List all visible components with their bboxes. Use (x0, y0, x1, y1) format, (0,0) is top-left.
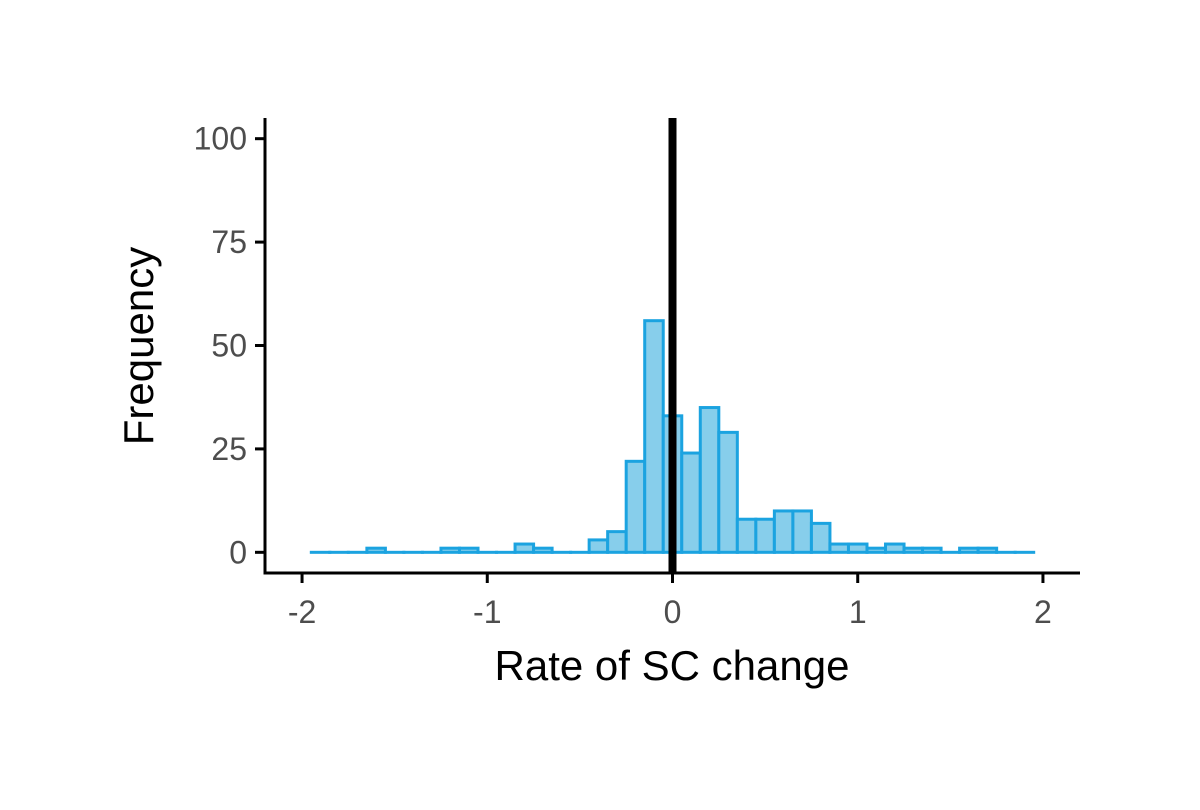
histogram-bar (643, 319, 665, 554)
x-axis-title: Rate of SC change (495, 642, 850, 689)
histogram-bar (513, 542, 536, 554)
histogram-bar (698, 406, 721, 554)
histogram-bar (606, 530, 628, 554)
histogram-bar (439, 546, 461, 554)
x-tick-label: 1 (849, 594, 867, 630)
histogram-bar (865, 546, 888, 554)
histogram-bar (680, 451, 702, 554)
histogram-bar (532, 546, 554, 554)
histogram-bar (717, 430, 739, 554)
histogram-bar (587, 538, 610, 554)
x-tick-label: 0 (664, 594, 682, 630)
tick-labels: 0 25 50 75 100 -2 -1 0 1 2 (194, 121, 1052, 630)
histogram-bar (828, 542, 850, 554)
x-tick-label: 2 (1034, 594, 1052, 630)
histogram-bar (365, 546, 387, 554)
histogram-bar (772, 509, 795, 554)
histogram-bar (976, 546, 999, 554)
histogram-bar (921, 546, 943, 554)
histogram-bar (902, 546, 925, 554)
histogram-bar (846, 542, 869, 554)
y-tick-label: 75 (211, 224, 247, 260)
y-tick-label: 25 (211, 431, 247, 467)
y-tick-label: 0 (229, 534, 247, 570)
axes (255, 118, 1080, 583)
histogram-bar (457, 546, 480, 554)
histogram-bar (884, 542, 906, 554)
histogram-bar (735, 517, 758, 554)
y-axis-title: Frequency (115, 247, 162, 445)
histogram-bar (809, 521, 832, 554)
histogram-bar (624, 459, 647, 554)
y-tick-label: 100 (194, 121, 247, 157)
y-tick-label: 50 (211, 328, 247, 364)
histogram-bar (754, 517, 776, 554)
histogram-bar (958, 546, 980, 554)
histogram-bar (791, 509, 813, 554)
histogram-bars (309, 319, 1036, 554)
x-tick-label: -1 (473, 594, 501, 630)
x-tick-label: -2 (288, 594, 316, 630)
